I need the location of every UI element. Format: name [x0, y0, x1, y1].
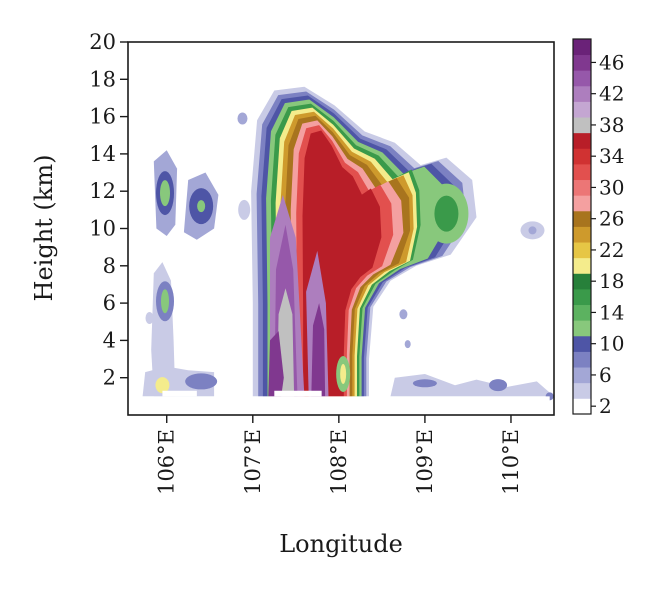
x-tick-label: 107°E [241, 429, 265, 495]
colorbar-frame [572, 38, 592, 415]
colorbar-tick-label: 34 [599, 144, 624, 168]
colorbar-swatch [573, 54, 591, 71]
colorbar-swatch [573, 101, 591, 118]
colorbar-tick-label: 2 [599, 394, 612, 418]
colorbar-swatch [573, 304, 591, 321]
y-tick-label: 2 [103, 366, 116, 390]
x-axis: 106°E 107°E 108°E 109°E 110°E [155, 415, 523, 495]
colorbar-swatch [573, 382, 591, 399]
colorbar-swatch [573, 164, 591, 181]
colorbar-tick-label: 14 [599, 300, 624, 324]
colorbar-swatch [573, 398, 591, 415]
contour-west-surface-yellow [155, 377, 170, 394]
colorbar-swatch [573, 85, 591, 102]
colorbar-swatch [573, 242, 591, 259]
y-tick-label: 16 [89, 105, 116, 129]
contour-east-surface-blue [489, 379, 508, 392]
contour-core-level-46 [268, 331, 284, 397]
x-tick-label: 108°E [327, 429, 351, 495]
colorbar-tick-label: 18 [599, 269, 624, 293]
colorbar-swatch [573, 289, 591, 306]
colorbar-tick-label: 38 [599, 113, 624, 137]
colorbar-tick-label: 42 [599, 82, 624, 106]
colorbar-swatch [573, 273, 591, 290]
colorbar-swatch [573, 148, 591, 165]
colorbar-swatch [573, 70, 591, 87]
colorbar-swatch [573, 117, 591, 134]
y-tick-label: 10 [89, 217, 116, 241]
colorbar-tick-label: 26 [599, 207, 624, 231]
surface-gap [274, 390, 322, 397]
contour-core2-level-46 [311, 303, 326, 397]
colorbar-swatch [573, 132, 591, 149]
colorbar-swatch [573, 320, 591, 337]
x-tick-label: 110°E [499, 429, 523, 495]
contour-speck [399, 309, 408, 320]
x-axis-title: Longitude [279, 530, 403, 558]
y-tick-label: 12 [89, 179, 116, 203]
y-tick-label: 14 [89, 142, 116, 166]
y-tick-label: 20 [89, 30, 116, 54]
y-tick-label: 18 [89, 67, 116, 91]
colorbar-swatch [573, 351, 591, 368]
colorbar-tick-label: 46 [599, 50, 624, 74]
reflectivity-contours [130, 86, 554, 415]
y-axis: 2 4 6 8 10 12 14 16 18 20 [89, 30, 128, 390]
colorbar-swatch [573, 257, 591, 274]
y-tick-label: 6 [103, 291, 116, 315]
contour-anvil-core-inner [434, 195, 459, 232]
contour-base-cell-inner [340, 363, 347, 384]
y-tick-label: 4 [103, 328, 116, 352]
y-axis-title: Height (km) [30, 155, 58, 302]
colorbar-tick-label: 30 [599, 175, 624, 199]
colorbar-swatch [573, 39, 591, 56]
contour-west-high-inner [160, 180, 171, 207]
colorbar-tick-label: 22 [599, 238, 624, 262]
contour-east-far-inner [528, 226, 537, 235]
colorbar-swatch [573, 367, 591, 384]
contour-west-mid-inner [197, 200, 206, 213]
colorbar-tick-label: 10 [599, 332, 624, 356]
y-tick-label: 8 [103, 254, 116, 278]
colorbar-swatch [573, 210, 591, 227]
colorbar-swatch [573, 179, 591, 196]
x-tick-label: 106°E [155, 429, 179, 495]
contour-speck [404, 340, 411, 349]
contour-speck [238, 199, 251, 220]
contour-west-low-inner [161, 289, 170, 314]
contour-east-surface-blue [412, 379, 437, 388]
x-tick-label: 109°E [413, 429, 437, 495]
colorbar-swatch [573, 335, 591, 352]
contour-speck [237, 112, 248, 125]
below-data-floor [130, 396, 550, 415]
contour-east-surface [390, 374, 550, 397]
contour-speck [145, 312, 154, 325]
colorbar-swatch [573, 195, 591, 212]
surface-gap [162, 390, 197, 397]
colorbar-swatch [573, 226, 591, 243]
contour-west-surface-blue [185, 373, 218, 390]
colorbar-tick-label: 6 [599, 363, 612, 387]
